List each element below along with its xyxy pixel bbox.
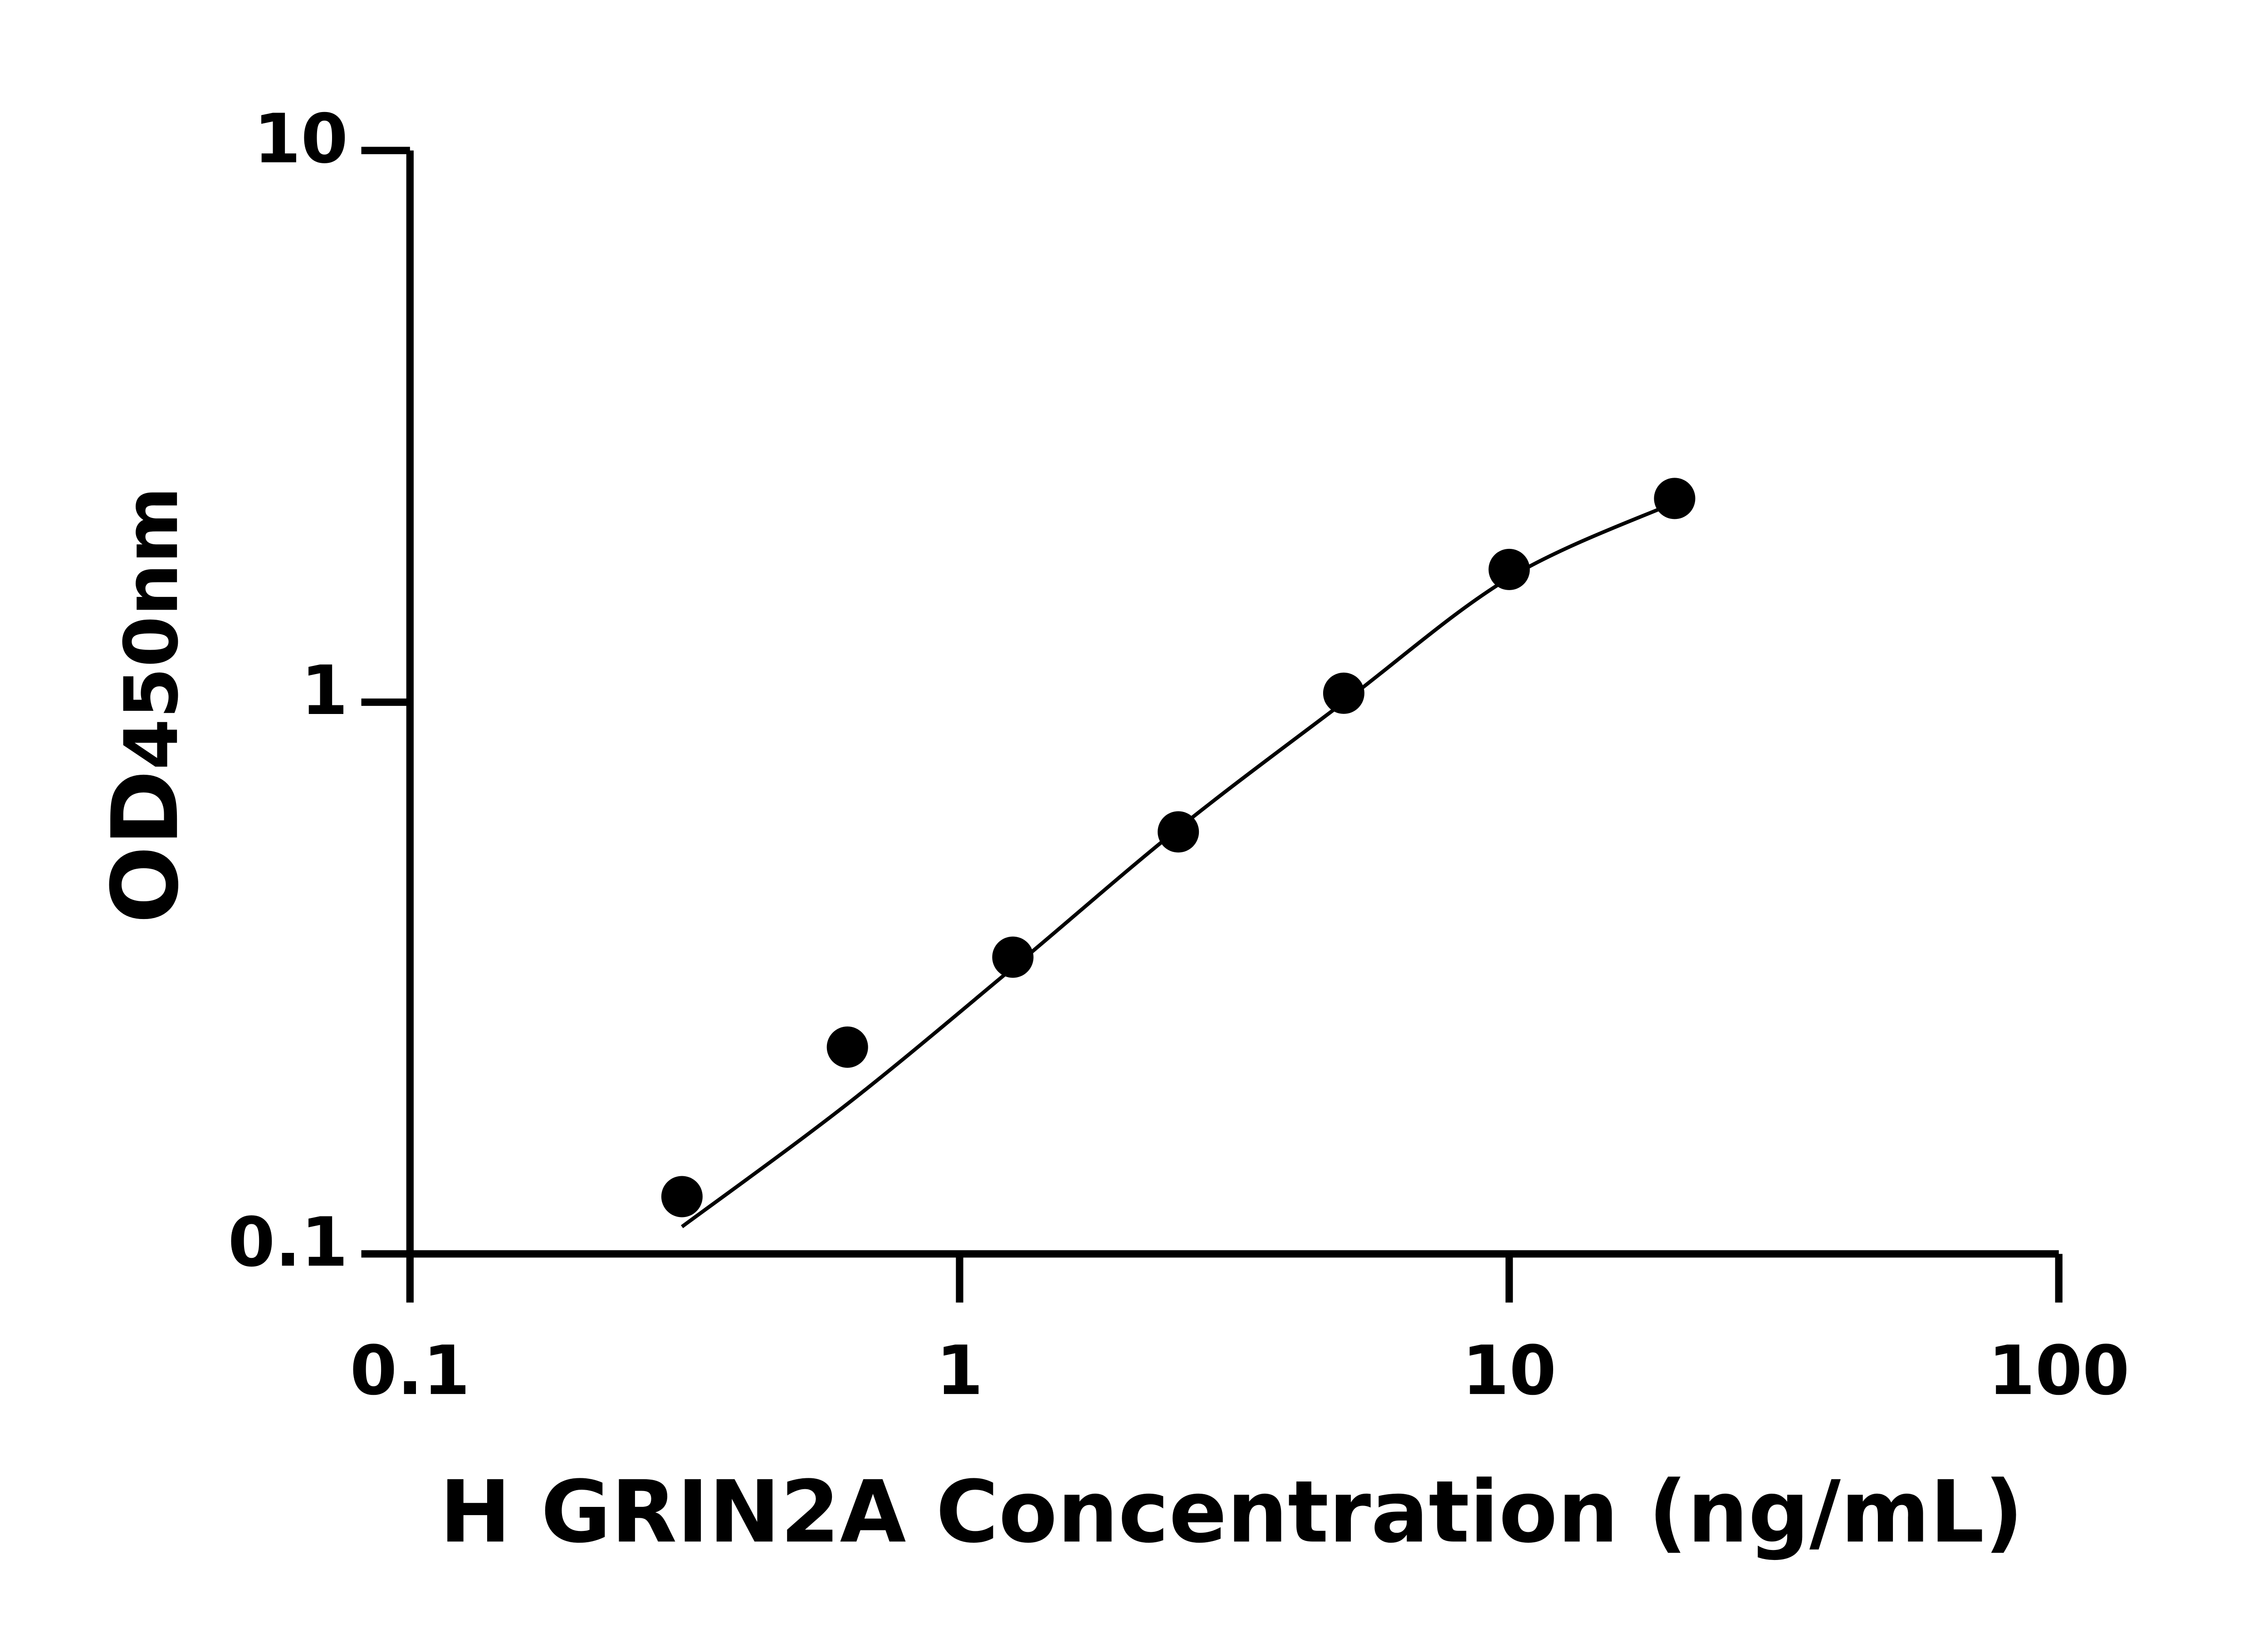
- data-point: [826, 1026, 868, 1068]
- data-point: [661, 1176, 703, 1217]
- y-axis-title: OD450nm: [92, 487, 199, 924]
- x-axis-title: H GRIN2A Concentration (ng/mL): [440, 1462, 2024, 1562]
- x-tick-label: 0.1: [350, 1331, 470, 1410]
- data-point: [1488, 548, 1530, 590]
- y-tick-label: 0.1: [228, 1203, 348, 1282]
- x-tick-label: 100: [1988, 1331, 2130, 1410]
- tick-labels: 0.1 1 10 100 0.1 1 10: [228, 100, 2130, 1410]
- y-axis-title-sub: 450nm: [109, 487, 195, 770]
- y-tick-label: 1: [301, 651, 348, 730]
- y-axis-title-main: OD: [92, 770, 199, 924]
- x-tick-label: 1: [936, 1331, 983, 1410]
- fit-curve: [681, 501, 1676, 1228]
- x-tick-label: 10: [1462, 1331, 1556, 1410]
- fit-curve-group: [681, 501, 1676, 1228]
- data-point: [1654, 478, 1696, 519]
- data-point: [1323, 672, 1364, 714]
- data-point: [1158, 811, 1199, 853]
- axes: [361, 147, 2063, 1303]
- data-point: [992, 936, 1034, 978]
- data-points: [661, 478, 1696, 1217]
- y-tick-label: 10: [254, 100, 348, 179]
